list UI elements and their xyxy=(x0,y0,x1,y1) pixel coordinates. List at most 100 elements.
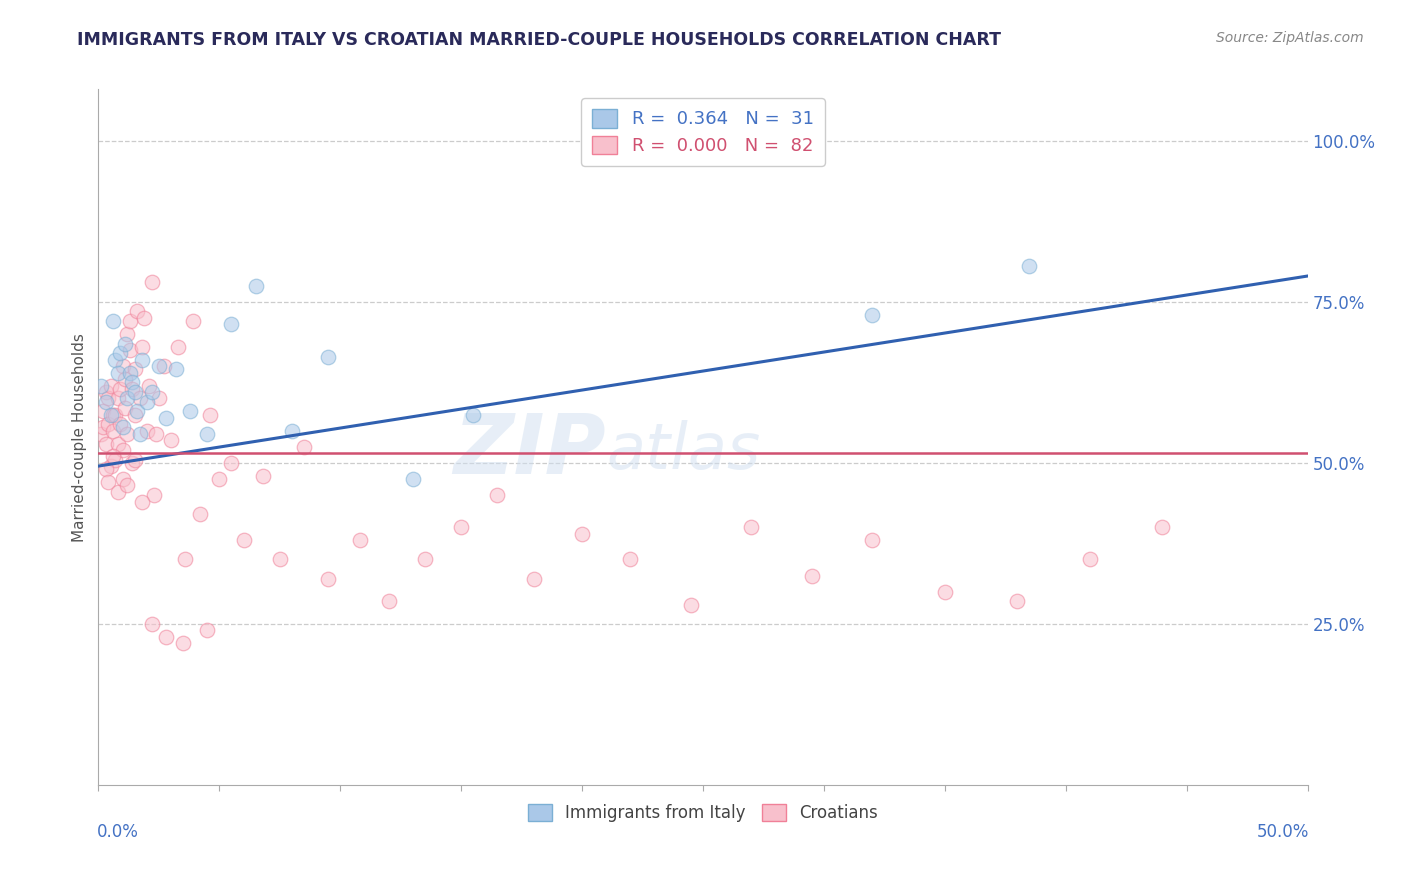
Point xyxy=(292,440,315,454)
Point xyxy=(97,392,120,406)
Point xyxy=(134,310,156,325)
Point xyxy=(463,408,485,422)
Point xyxy=(281,424,304,438)
Point xyxy=(121,382,143,396)
Legend: Immigrants from Italy, Croatians: Immigrants from Italy, Croatians xyxy=(522,797,884,829)
Point xyxy=(155,630,177,644)
Text: 50.0%: 50.0% xyxy=(1257,823,1309,841)
Point xyxy=(349,533,371,548)
Point xyxy=(413,552,436,566)
Point xyxy=(135,424,157,438)
Point xyxy=(181,314,204,328)
Point xyxy=(101,408,124,422)
Point xyxy=(165,362,187,376)
Point xyxy=(141,616,163,631)
Point xyxy=(148,359,170,374)
Point xyxy=(118,343,141,357)
Point xyxy=(111,359,134,374)
Point xyxy=(143,488,166,502)
Point xyxy=(104,408,127,422)
Point xyxy=(172,636,194,650)
Point xyxy=(101,314,124,328)
Point xyxy=(934,584,956,599)
Point xyxy=(127,304,149,318)
Point xyxy=(232,533,254,548)
Point xyxy=(155,410,177,425)
Point xyxy=(100,458,122,473)
Text: atlas: atlas xyxy=(606,420,761,482)
Point xyxy=(108,417,131,432)
Point xyxy=(619,552,641,566)
Point xyxy=(124,362,146,376)
Point xyxy=(141,276,163,290)
Point xyxy=(208,472,231,486)
Point xyxy=(91,420,114,434)
Point xyxy=(108,382,131,396)
Point xyxy=(160,434,183,448)
Text: IMMIGRANTS FROM ITALY VS CROATIAN MARRIED-COUPLE HOUSEHOLDS CORRELATION CHART: IMMIGRANTS FROM ITALY VS CROATIAN MARRIE… xyxy=(77,31,1001,49)
Point xyxy=(740,520,762,534)
Point xyxy=(117,326,139,341)
Point xyxy=(128,426,150,441)
Point xyxy=(90,378,112,392)
Point xyxy=(145,426,167,441)
Point xyxy=(94,384,117,399)
Point xyxy=(128,392,150,406)
Point xyxy=(679,598,702,612)
Point xyxy=(91,404,114,418)
Point xyxy=(114,401,136,416)
Text: ZIP: ZIP xyxy=(454,410,606,491)
Point xyxy=(104,452,127,467)
Point xyxy=(107,366,129,380)
Point xyxy=(188,508,211,522)
Point xyxy=(486,488,509,502)
Point xyxy=(860,533,883,548)
Point xyxy=(316,350,339,364)
Point xyxy=(252,468,274,483)
Point xyxy=(174,552,197,566)
Point xyxy=(101,424,124,438)
Point xyxy=(221,456,243,470)
Point xyxy=(138,378,160,392)
Point xyxy=(245,278,267,293)
Point xyxy=(1078,552,1101,566)
Point xyxy=(152,359,174,374)
Point xyxy=(523,572,546,586)
Point xyxy=(114,372,136,386)
Point xyxy=(1152,520,1174,534)
Point xyxy=(135,394,157,409)
Point xyxy=(402,472,425,486)
Point xyxy=(101,450,124,464)
Point xyxy=(94,462,117,476)
Y-axis label: Married-couple Households: Married-couple Households xyxy=(72,333,87,541)
Point xyxy=(108,346,131,360)
Point xyxy=(148,392,170,406)
Point xyxy=(127,404,149,418)
Point xyxy=(121,456,143,470)
Point xyxy=(100,378,122,392)
Point xyxy=(269,552,291,566)
Point xyxy=(198,408,221,422)
Point xyxy=(118,366,141,380)
Text: Source: ZipAtlas.com: Source: ZipAtlas.com xyxy=(1216,31,1364,45)
Point xyxy=(107,436,129,450)
Point xyxy=(117,478,139,492)
Point xyxy=(571,526,593,541)
Point xyxy=(124,452,146,467)
Point xyxy=(111,472,134,486)
Point xyxy=(94,436,117,450)
Point xyxy=(97,475,120,490)
Point xyxy=(450,520,472,534)
Point xyxy=(316,572,339,586)
Point xyxy=(1018,260,1040,274)
Point xyxy=(104,352,127,367)
Point xyxy=(118,314,141,328)
Point xyxy=(117,426,139,441)
Point xyxy=(131,352,153,367)
Point xyxy=(97,417,120,432)
Point xyxy=(1007,594,1029,608)
Point xyxy=(107,484,129,499)
Point xyxy=(141,384,163,399)
Point xyxy=(114,336,136,351)
Point xyxy=(121,376,143,390)
